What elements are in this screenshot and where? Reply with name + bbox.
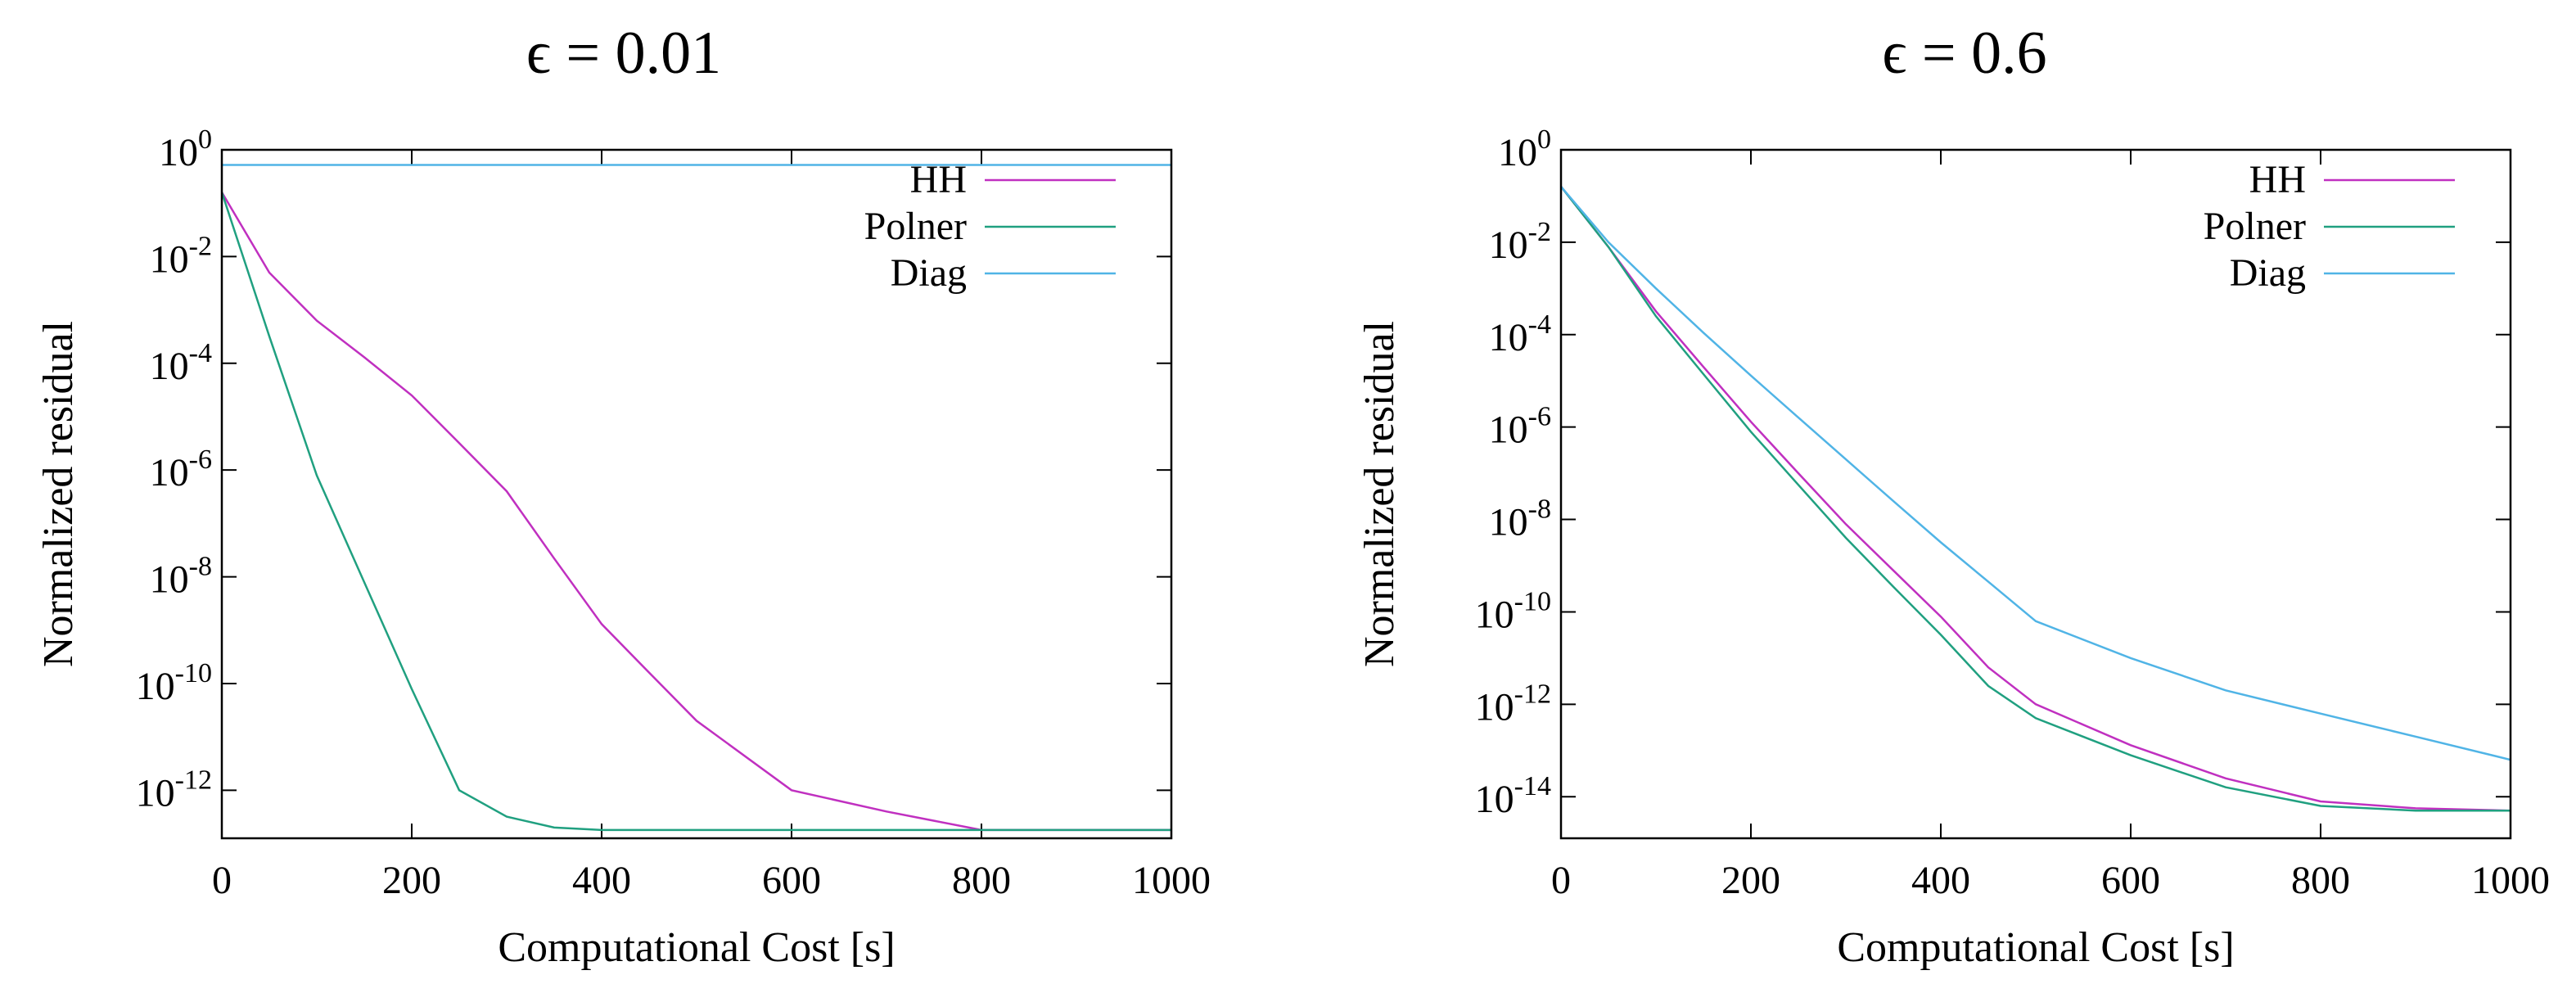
x-tick-label: 1000 [1132, 859, 1211, 902]
y-tick-label: 10-2 [150, 231, 212, 281]
data-line [1561, 186, 2511, 812]
x-tick-label: 0 [212, 859, 232, 902]
chart-title: ϵ = 0.01 [526, 20, 721, 87]
y-tick-label: 100 [1498, 124, 1551, 174]
y-tick-label: 10-14 [1475, 771, 1551, 821]
x-tick-label: 800 [2291, 859, 2350, 902]
x-tick-label: 200 [382, 859, 441, 902]
y-tick-label: 10-4 [1489, 309, 1551, 359]
plot-frame [1559, 148, 2512, 840]
legend-label: Polner [864, 205, 967, 248]
y-tick-label: 10-8 [1489, 494, 1551, 544]
plot-frame [220, 148, 1173, 840]
legend-label: Polner [2204, 205, 2306, 248]
y-tick-label: 10-4 [150, 338, 212, 388]
y-tick-label: 10-6 [1489, 401, 1551, 451]
y-tick-label: 10-12 [1475, 679, 1551, 729]
y-tick-label: 10-6 [150, 445, 212, 494]
data-line [222, 192, 1171, 832]
y-tick-label: 10-10 [1475, 586, 1551, 636]
y-tick-label: 10-12 [136, 765, 212, 815]
x-axis-label: Computational Cost [s] [498, 924, 895, 971]
x-axis-label: Computational Cost [s] [1837, 924, 2234, 971]
legend-label: Diag [2230, 251, 2306, 295]
y-tick-label: 10-8 [150, 551, 212, 601]
y-axis-label: Normalized residual [35, 321, 82, 667]
data-line [222, 192, 1171, 832]
y-tick-label: 100 [159, 124, 212, 174]
x-tick-label: 600 [2101, 859, 2160, 902]
chart-title: ϵ = 0.6 [1882, 20, 2046, 87]
x-tick-label: 0 [1551, 859, 1571, 902]
legend-label: Diag [891, 251, 967, 295]
legend-label: HH [2249, 158, 2306, 201]
x-tick-label: 600 [762, 859, 821, 902]
x-tick-label: 800 [952, 859, 1011, 902]
y-tick-label: 10-2 [1489, 217, 1551, 267]
y-tick-label: 10-10 [136, 658, 212, 708]
y-axis-label: Normalized residual [1356, 321, 1403, 667]
x-tick-label: 200 [1721, 859, 1780, 902]
x-tick-label: 400 [1911, 859, 1970, 902]
x-tick-label: 1000 [2471, 859, 2550, 902]
x-tick-label: 400 [572, 859, 631, 902]
data-line [1561, 186, 2511, 761]
data-line [1561, 186, 2511, 812]
